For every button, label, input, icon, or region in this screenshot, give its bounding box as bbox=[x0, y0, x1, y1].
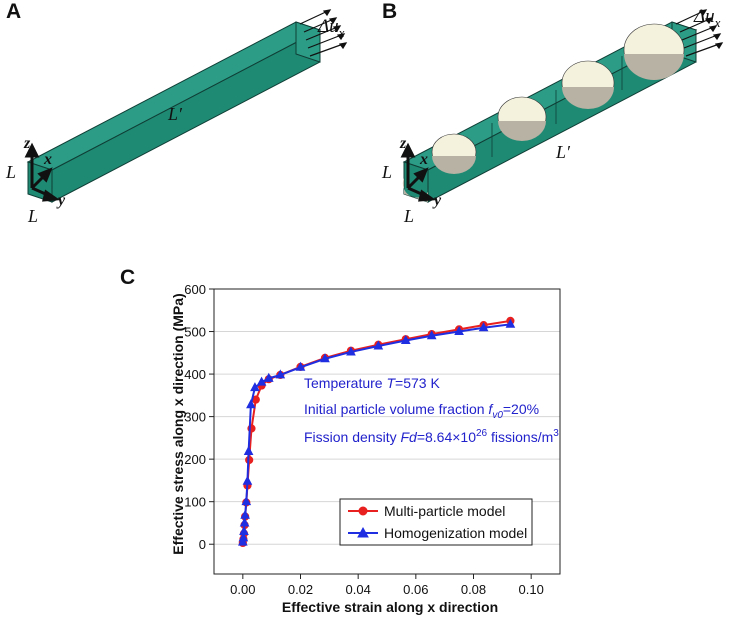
data-point-homogenization bbox=[373, 340, 384, 350]
data-point-homogenization bbox=[239, 525, 249, 535]
data-point-homogenization bbox=[400, 334, 411, 344]
axis-y-label-b: y bbox=[432, 192, 442, 209]
axis-z-label-a: z bbox=[23, 135, 31, 152]
displacement-label-b: Δux bbox=[693, 6, 721, 30]
legend-label-homogenization: Homogenization model bbox=[384, 525, 527, 541]
legend: Multi-particle model Homogenization mode… bbox=[339, 498, 533, 546]
length-l-prime-b: L′ bbox=[555, 142, 571, 162]
length-l-bottom-b: L bbox=[403, 206, 414, 226]
cell-dividers bbox=[491, 56, 623, 157]
length-l-vertical-b: L bbox=[381, 162, 392, 182]
data-point-homogenization bbox=[240, 509, 250, 519]
y-tick-label: 200 bbox=[184, 452, 206, 467]
data-point-homogenization bbox=[505, 318, 516, 328]
particle-2 bbox=[497, 96, 547, 141]
data-point-homogenization bbox=[454, 325, 464, 336]
panel-c: C 0.00 0.02 0.04 0.06 0.08 0.10 0 100 200 300 400… bbox=[0, 240, 747, 618]
y-tick-layer: 0 100 200 300 400 500 600 bbox=[184, 282, 214, 552]
legend-item-homogenization: Homogenization model bbox=[348, 525, 527, 541]
x-tick-label: 0.00 bbox=[230, 582, 255, 597]
data-point-homogenization bbox=[239, 517, 250, 527]
particles bbox=[402, 23, 685, 202]
panel-a: A z x y L L L′ Δux bbox=[0, 0, 370, 240]
y-tick-label: 0 bbox=[199, 537, 206, 552]
x-axis-label: Effective strain along x direction bbox=[282, 599, 498, 615]
x-tick-label: 0.06 bbox=[403, 582, 428, 597]
panel-a-letter: A bbox=[6, 0, 22, 23]
y-tick-label: 400 bbox=[184, 367, 206, 382]
data-point-homogenization bbox=[256, 376, 267, 386]
panel-b-diagram: z x y L L L′ Δux bbox=[381, 6, 724, 226]
x-tick-label: 0.08 bbox=[461, 582, 486, 597]
length-l-vertical-a: L bbox=[5, 162, 16, 182]
data-point-homogenization bbox=[241, 496, 252, 506]
x-tick-label: 0.02 bbox=[288, 582, 313, 597]
beam-a-top bbox=[26, 21, 322, 171]
arrow-group-b bbox=[675, 9, 724, 57]
y-tick-label: 500 bbox=[184, 325, 206, 340]
axis-z-label-b: z bbox=[399, 135, 407, 152]
displacement-label-a: Δux bbox=[317, 16, 345, 40]
axis-x-label-b: x bbox=[419, 151, 428, 168]
legend-item-multi-particle: Multi-particle model bbox=[348, 503, 505, 519]
annotation-block: Temperature T=573 K Initial particle vol… bbox=[304, 375, 559, 445]
plot-border bbox=[213, 288, 561, 575]
axis-y-label-a: y bbox=[56, 192, 66, 209]
panel-a-diagram: z x y L L L′ Δux bbox=[5, 9, 348, 226]
series-layer bbox=[237, 316, 516, 548]
length-l-prime-a: L′ bbox=[167, 104, 183, 124]
data-point-homogenization bbox=[263, 372, 274, 382]
plot-frame bbox=[213, 288, 561, 575]
x-tick-label: 0.10 bbox=[519, 582, 544, 597]
panel-b: B bbox=[376, 0, 747, 240]
y-tick-label: 600 bbox=[184, 282, 206, 297]
y-tick-label: 300 bbox=[184, 410, 206, 425]
arrow-group-a bbox=[299, 9, 348, 57]
data-point-homogenization bbox=[238, 532, 249, 542]
axis-triad-b bbox=[400, 142, 437, 202]
data-point-homogenization bbox=[237, 536, 248, 546]
particle-3 bbox=[561, 60, 615, 109]
beam-a-side bbox=[51, 29, 321, 203]
x-tick-layer: 0.00 0.02 0.04 0.06 0.08 0.10 bbox=[230, 574, 544, 597]
particle-4 bbox=[623, 23, 685, 80]
data-point-homogenization bbox=[246, 399, 256, 409]
data-point-homogenization bbox=[250, 382, 260, 392]
panel-b-letter: B bbox=[382, 0, 398, 23]
legend-label-multi-particle: Multi-particle model bbox=[384, 503, 505, 519]
data-point-homogenization bbox=[275, 369, 286, 379]
legend-box bbox=[339, 498, 533, 546]
axis-triad-a bbox=[24, 142, 61, 202]
data-point-homogenization bbox=[295, 361, 306, 371]
data-point-homogenization bbox=[243, 445, 254, 455]
beam-a-end bbox=[295, 21, 321, 63]
axis-x-label-a: x bbox=[43, 151, 52, 168]
panel-c-letter: C bbox=[120, 266, 136, 289]
length-l-bottom-a: L bbox=[27, 206, 38, 226]
data-point-homogenization bbox=[426, 330, 437, 340]
stress-strain-chart: 0.00 0.02 0.04 0.06 0.08 0.10 0 100 200 300 400 50… bbox=[170, 282, 561, 615]
data-point-homogenization bbox=[242, 475, 253, 485]
data-point-homogenization bbox=[346, 346, 356, 356]
data-point-homogenization bbox=[320, 353, 330, 363]
annotation-volume-fraction: Initial particle volume fraction fv0=20% bbox=[304, 401, 539, 421]
particle-1 bbox=[431, 133, 477, 174]
data-point-homogenization bbox=[478, 322, 489, 332]
y-tick-label: 100 bbox=[184, 495, 206, 510]
y-axis-label: Effective stress along x direction (MPa) bbox=[170, 293, 186, 554]
annotation-fission-density: Fission density Fd=8.64×1026 fissions/m3 bbox=[304, 428, 559, 445]
x-tick-label: 0.04 bbox=[346, 582, 371, 597]
annotation-temperature: Temperature T=573 K bbox=[304, 375, 440, 391]
